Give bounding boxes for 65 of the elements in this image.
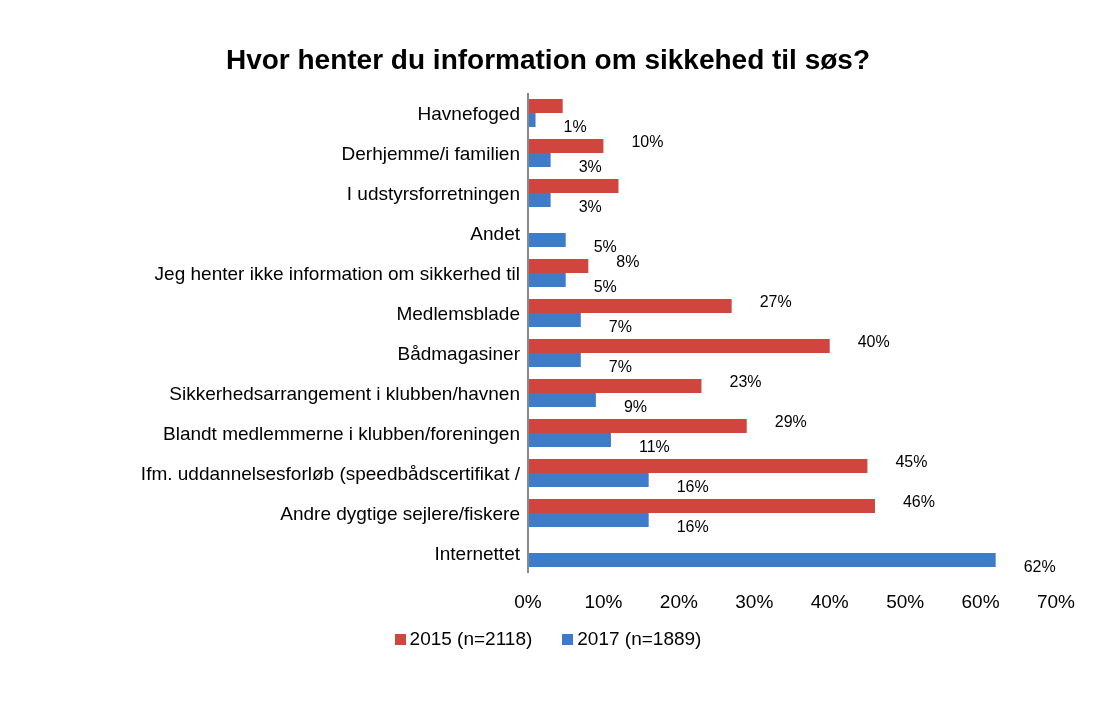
y-tick-label: Andre dygtige sejlere/fiskere (280, 502, 520, 524)
x-tick-label: 70% (1036, 591, 1076, 613)
x-tick-label: 20% (659, 591, 698, 613)
x-tick-label: 30% (735, 591, 774, 613)
y-tick-label: Medlemsblade (396, 302, 520, 324)
bar (528, 233, 566, 247)
bar (528, 113, 536, 127)
y-tick-label: Internettet (434, 542, 521, 564)
bar (528, 339, 830, 353)
data-label: 5% (593, 238, 617, 256)
y-tick-label: Jeg henter ikke information om sikkerhed til (154, 262, 520, 284)
legend-label: 2015 (n=2118) (409, 628, 533, 650)
bar (528, 499, 875, 513)
bar (528, 153, 551, 167)
data-label: 46% (902, 493, 935, 511)
bar (528, 473, 649, 487)
data-label: 45% (895, 453, 928, 471)
x-tick-label: 50% (886, 591, 925, 613)
y-tick-label: Sikkerhedsarrangement i klubben/havnen (169, 382, 520, 404)
bar (528, 433, 611, 447)
bar (528, 259, 589, 273)
legend-label: 2017 (n=1889) (577, 628, 702, 650)
bar (528, 379, 702, 393)
chart-title: Hvor henter du information om sikkehed til søs? (224, 44, 872, 76)
x-tick-label: 40% (810, 591, 849, 613)
bar (528, 353, 581, 367)
bar (528, 459, 868, 473)
data-label: 10% (631, 133, 664, 151)
bar (528, 299, 732, 313)
y-tick-label: Derhjemme/i familien (341, 142, 520, 164)
data-label: 16% (676, 518, 709, 536)
bar (528, 513, 649, 527)
bar (528, 193, 551, 207)
bar (528, 179, 619, 193)
bar (528, 139, 604, 153)
data-label: 9% (623, 398, 648, 416)
bar (528, 99, 563, 113)
data-label: 40% (857, 333, 890, 351)
y-tick-label: Andet (470, 222, 521, 244)
bar (528, 419, 747, 433)
x-tick-label: 0% (514, 591, 542, 613)
y-tick-label: Havnefoged (417, 102, 520, 124)
data-label: 62% (1023, 558, 1056, 576)
x-tick-label: 60% (961, 591, 1000, 613)
data-label: 7% (608, 358, 632, 376)
x-tick-label: 10% (584, 591, 623, 613)
data-label: 1% (563, 118, 587, 136)
bar (528, 313, 581, 327)
data-label: 11% (638, 438, 670, 456)
data-label: 23% (729, 373, 762, 391)
data-label: 3% (578, 198, 602, 216)
y-tick-label: I udstyrsforretningen (346, 182, 520, 204)
data-label: 3% (578, 158, 602, 176)
bar (528, 393, 596, 407)
y-tick-label: Ifm. uddannelsesforløb (speedbådscertifikat / (140, 462, 521, 484)
data-label: 8% (616, 253, 640, 271)
data-label: 7% (608, 318, 632, 336)
bar (528, 273, 566, 287)
y-tick-label: Bådmagasiner (397, 342, 521, 364)
y-tick-label: Blandt medlemmerne i klubben/foreningen (163, 422, 520, 444)
bar (528, 553, 996, 567)
data-label: 27% (759, 293, 792, 311)
data-label: 29% (774, 413, 807, 431)
data-label: 16% (676, 478, 709, 496)
data-label: 5% (593, 278, 617, 296)
